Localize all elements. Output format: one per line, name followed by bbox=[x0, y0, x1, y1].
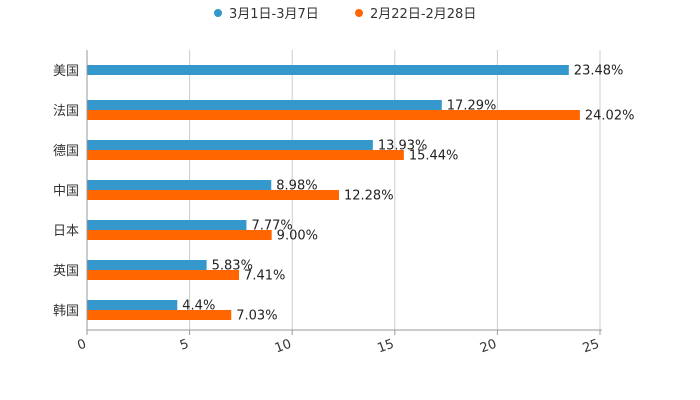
bar-1-3 bbox=[87, 140, 373, 150]
data-label-2-3: 15.44% bbox=[409, 149, 459, 164]
data-label-1-5: 7.77% bbox=[251, 219, 292, 234]
data-label-2-4: 12.28% bbox=[344, 189, 394, 204]
bar-2-5 bbox=[87, 230, 272, 240]
bar-1-5 bbox=[87, 220, 247, 230]
data-label-2-2: 24.02% bbox=[585, 109, 635, 124]
bar-1-2 bbox=[87, 100, 442, 110]
category-label-1: 美国 bbox=[53, 64, 79, 79]
x-tick-label-0: 0 bbox=[75, 337, 88, 354]
bar-1-6 bbox=[87, 260, 207, 270]
legend-label-1: 3月1日-3月7日 bbox=[229, 7, 319, 22]
data-label-2-6: 7.41% bbox=[244, 269, 285, 284]
data-label-1-2: 17.29% bbox=[447, 99, 497, 114]
category-label-2: 法国 bbox=[53, 104, 79, 119]
legend-marker-2 bbox=[355, 9, 363, 17]
data-label-2-5: 9.00% bbox=[277, 229, 318, 244]
data-label-1-6: 5.83% bbox=[212, 259, 253, 274]
category-label-4: 中国 bbox=[53, 184, 79, 199]
legend-label-2: 2月22日-2月28日 bbox=[370, 7, 476, 22]
bar-2-3 bbox=[87, 150, 404, 160]
bar-2-2 bbox=[87, 110, 580, 120]
data-label-2-7: 7.03% bbox=[236, 309, 277, 324]
bar-1-4 bbox=[87, 180, 272, 190]
category-label-3: 德国 bbox=[53, 144, 79, 159]
x-tick-label-5: 25 bbox=[581, 337, 602, 357]
x-tick-label-1: 5 bbox=[178, 337, 191, 354]
bars bbox=[87, 65, 580, 320]
bar-2-7 bbox=[87, 310, 232, 320]
category-label-5: 日本 bbox=[53, 224, 79, 239]
legend: 3月1日-3月7日 2月22日-2月28日 bbox=[214, 7, 476, 22]
legend-marker-1 bbox=[214, 9, 222, 17]
data-label-1-1: 23.48% bbox=[574, 64, 624, 79]
x-tick-label-2: 10 bbox=[273, 337, 294, 357]
bar-1-7 bbox=[87, 300, 178, 310]
bar-2-6 bbox=[87, 270, 240, 280]
grid-lines bbox=[189, 50, 601, 330]
category-label-7: 韩国 bbox=[53, 304, 79, 319]
data-label-1-7: 4.4% bbox=[182, 299, 215, 314]
category-label-6: 英国 bbox=[53, 264, 79, 279]
bar-1-1 bbox=[87, 65, 569, 75]
x-tick-label-3: 15 bbox=[375, 337, 396, 357]
data-labels: 23.48% 17.29% 24.02% 13.93%15.44% 8.98% 12.28… bbox=[182, 64, 634, 324]
data-label-1-3: 13.93% bbox=[378, 139, 428, 154]
x-tick-label-4: 20 bbox=[478, 337, 499, 357]
bar-2-4 bbox=[87, 190, 339, 200]
data-label-1-4: 8.98% bbox=[276, 179, 317, 194]
